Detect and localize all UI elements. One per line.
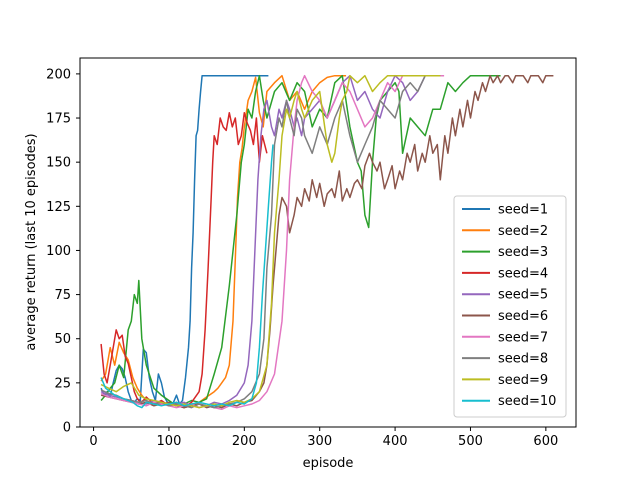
series-layer [100, 74, 554, 411]
series-line-8 [100, 74, 441, 409]
legend-label-9: seed=9 [498, 373, 548, 388]
legend-label-5: seed=5 [498, 288, 548, 303]
x-axis-label: episode [303, 456, 354, 471]
y-axis: 0 25 50 75 100 125 150 175 200 [46, 67, 80, 436]
legend-label-7: seed=7 [498, 330, 548, 345]
y-tick-label: 175 [46, 112, 71, 127]
y-tick-label: 50 [54, 332, 71, 347]
legend-label-1: seed=1 [498, 203, 548, 218]
series-line-10 [100, 144, 274, 409]
y-tick-label: 0 [63, 421, 71, 436]
y-tick-label: 100 [46, 244, 71, 259]
legend-label-2: seed=2 [498, 224, 548, 239]
series-line-7 [100, 74, 445, 411]
legend-label-10: seed=10 [498, 394, 556, 409]
y-tick-label: 75 [54, 288, 71, 303]
legend-label-6: seed=6 [498, 309, 548, 324]
legend-label-3: seed=3 [498, 245, 548, 260]
x-tick-label: 0 [89, 434, 97, 449]
legend: seed=1 seed=2 seed=3 seed=4 seed=5 seed=6 seed… [453, 195, 567, 418]
plot-frame [79, 57, 577, 428]
x-tick-label: 500 [458, 434, 483, 449]
series-line-4 [100, 111, 268, 409]
x-tick-label: 100 [157, 434, 182, 449]
y-tick-label: 125 [46, 200, 71, 215]
y-tick-label: 200 [46, 67, 71, 82]
y-tick-label: 150 [46, 156, 71, 171]
x-tick-label: 400 [383, 434, 408, 449]
y-tick-label: 25 [54, 376, 71, 391]
legend-label-8: seed=8 [498, 352, 548, 367]
y-axis-label: average return (last 10 episodes) [24, 133, 39, 350]
x-tick-label: 300 [307, 434, 332, 449]
x-tick-label: 200 [232, 434, 257, 449]
legend-label-4: seed=4 [498, 266, 548, 281]
series-line-3 [100, 74, 501, 407]
x-axis: 0 100 200 300 400 500 600 [89, 427, 558, 449]
x-tick-label: 600 [533, 434, 558, 449]
